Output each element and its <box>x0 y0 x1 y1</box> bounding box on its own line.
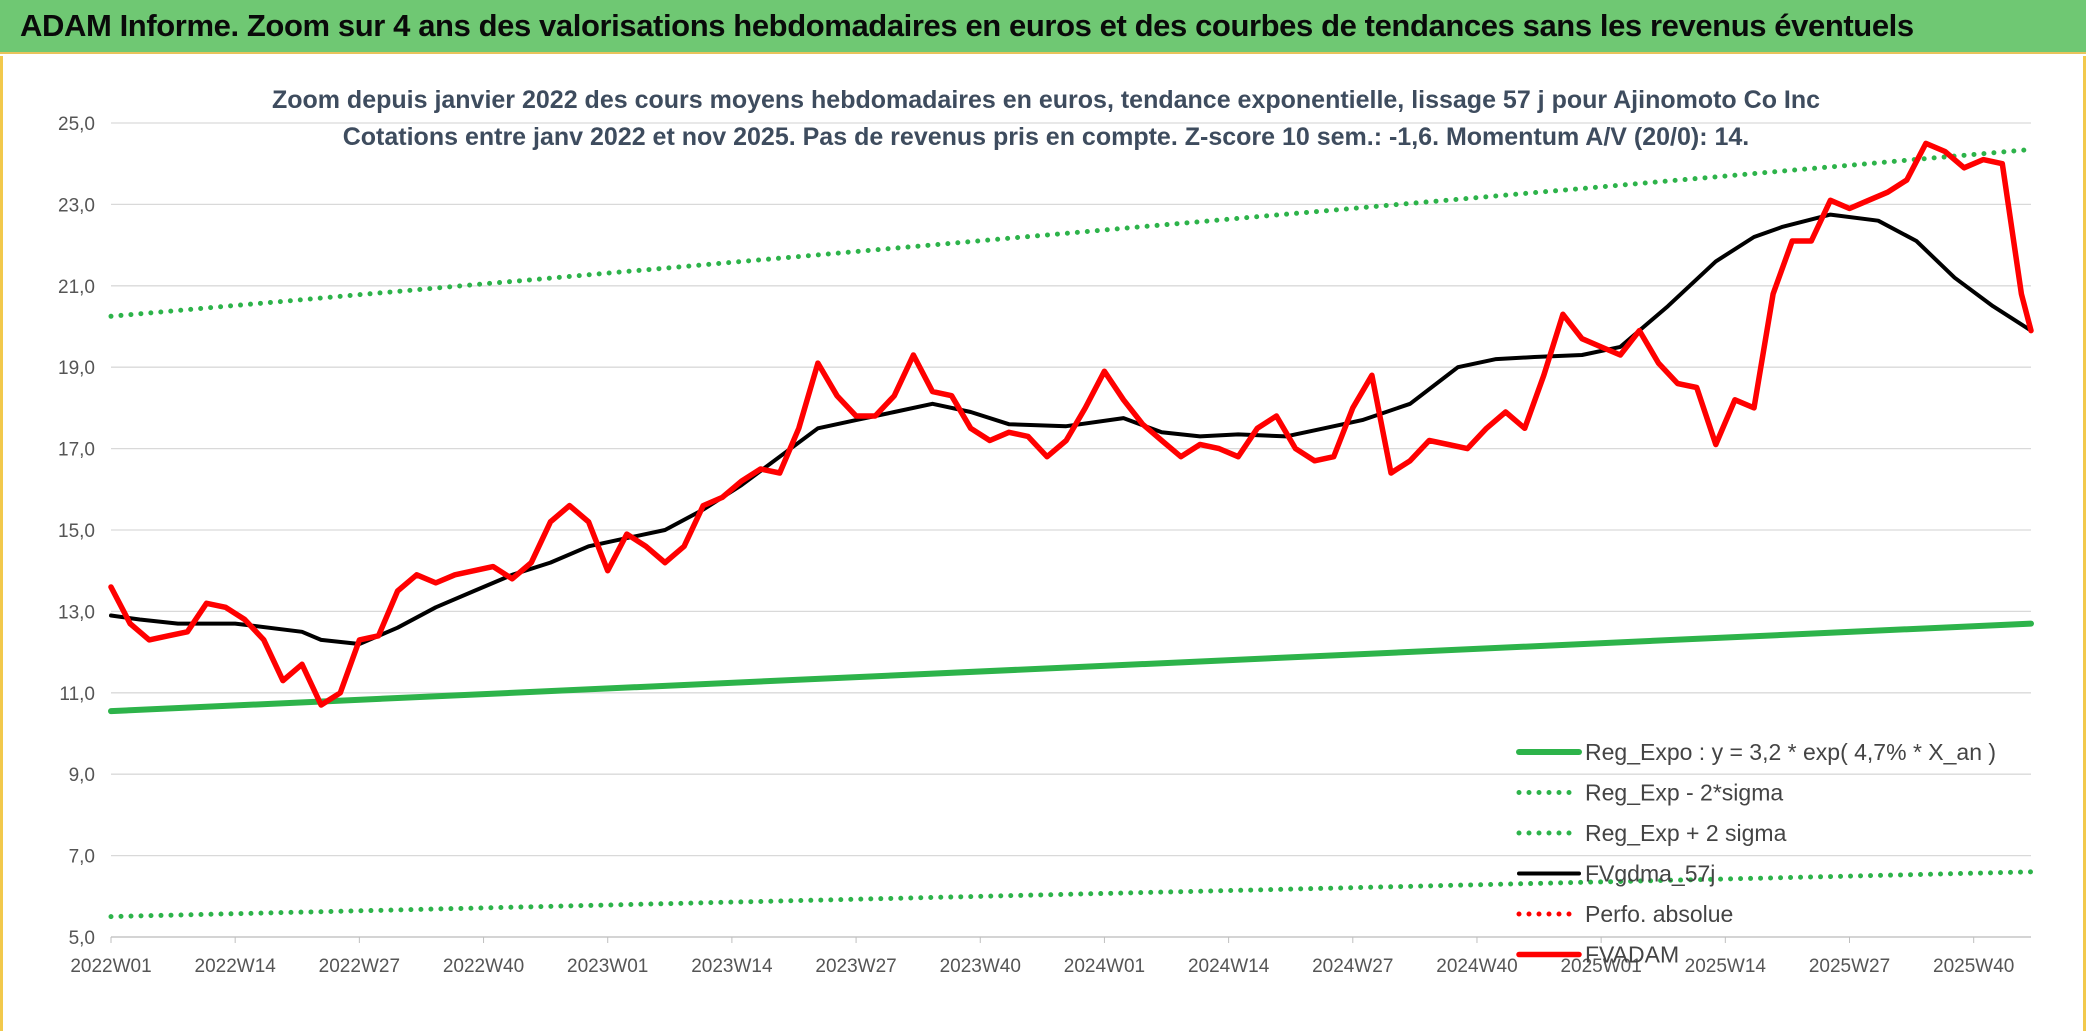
y-tick-label: 11,0 <box>59 684 95 705</box>
x-axis: 2022W01 2022W14 2022W27 2022W40 2023W01 2023W… <box>70 936 2031 977</box>
line-chart: Zoom depuis janvier 2022 des cours moyen… <box>58 86 2034 977</box>
chart-subtitle: Cotations entre janv 2022 et nov 2025. P… <box>343 123 1750 151</box>
series-line-fvadam <box>108 140 2034 708</box>
x-tick-label: 2023W01 <box>567 956 648 977</box>
y-tick-label: 21,0 <box>58 277 95 298</box>
legend-label-fvgdma-57j: FVgdma_57j <box>1585 861 1715 887</box>
y-tick-label: 17,0 <box>58 440 95 461</box>
x-tick-label: 2025W01 <box>1560 956 1641 977</box>
y-tick-label: 19,0 <box>58 358 95 379</box>
x-tick-label: 2023W14 <box>691 956 773 977</box>
x-tick-label: 2022W14 <box>195 956 277 977</box>
y-tick-label: 23,0 <box>58 195 95 216</box>
x-tick-label: 2025W40 <box>1933 956 2014 977</box>
x-tick-label: 2023W27 <box>815 956 896 977</box>
x-tick-label: 2025W27 <box>1809 956 1890 977</box>
series-line-reg-exp-2-sigma <box>108 147 2034 319</box>
series-group <box>108 140 2034 920</box>
legend-label-reg-exp-2-sigma: Reg_Exp + 2 sigma <box>1585 820 1787 846</box>
y-tick-label: 15,0 <box>58 521 95 542</box>
legend: Reg_Expo : y = 3,2 * exp( 4,7% * X_an ) R… <box>1516 739 1996 968</box>
report-banner: ADAM Informe. Zoom sur 4 ans des valoris… <box>0 0 2086 54</box>
series-line-reg-expo-y-3-2-exp-4-7-x-an <box>108 620 2034 715</box>
y-axis: 25,0 23,0 21,0 19,0 17,0 15,0 13,0 11,0 9,0 7,0 5,… <box>58 114 95 949</box>
x-tick-label: 2022W01 <box>70 956 151 977</box>
legend-label-fvadam: FVADAM <box>1585 942 1679 968</box>
chart-frame: Zoom depuis janvier 2022 des cours moyen… <box>0 56 2086 1031</box>
legend-label-reg-exp-2-sigma: Reg_Exp - 2*sigma <box>1585 780 1783 806</box>
banner-title: ADAM Informe. Zoom sur 4 ans des valoris… <box>20 8 1914 43</box>
chart-title: Zoom depuis janvier 2022 des cours moyen… <box>272 86 1820 114</box>
y-tick-label: 13,0 <box>58 602 95 623</box>
series-line-fvgdma-57j <box>109 212 2033 646</box>
x-tick-label: 2024W27 <box>1312 956 1393 977</box>
legend-label-reg-expo-y-3-2-exp-4-7-x-an: Reg_Expo : y = 3,2 * exp( 4,7% * X_an ) <box>1585 739 1996 765</box>
x-tick-label: 2024W40 <box>1436 956 1517 977</box>
series-line-reg-exp-2-sigma <box>108 869 2034 920</box>
y-tick-label: 7,0 <box>69 847 95 868</box>
x-tick-label: 2024W14 <box>1188 956 1270 977</box>
x-tick-label: 2024W01 <box>1064 956 1145 977</box>
x-tick-label: 2025W14 <box>1685 956 1767 977</box>
x-tick-label: 2023W40 <box>940 956 1021 977</box>
x-tick-label: 2022W40 <box>443 956 524 977</box>
y-tick-label: 25,0 <box>58 114 95 135</box>
x-tick-label: 2022W27 <box>319 956 400 977</box>
y-tick-label: 9,0 <box>69 765 95 786</box>
legend-label-perfo-absolue: Perfo. absolue <box>1585 901 1733 927</box>
y-tick-label: 5,0 <box>69 928 95 949</box>
